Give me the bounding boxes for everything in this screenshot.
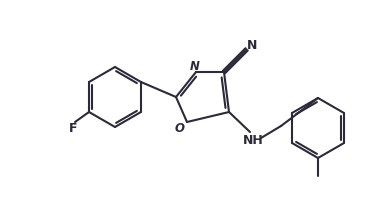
Text: N: N — [247, 39, 257, 52]
Text: O: O — [175, 121, 185, 134]
Text: N: N — [190, 60, 200, 72]
Text: NH: NH — [243, 134, 264, 148]
Text: F: F — [69, 122, 77, 136]
